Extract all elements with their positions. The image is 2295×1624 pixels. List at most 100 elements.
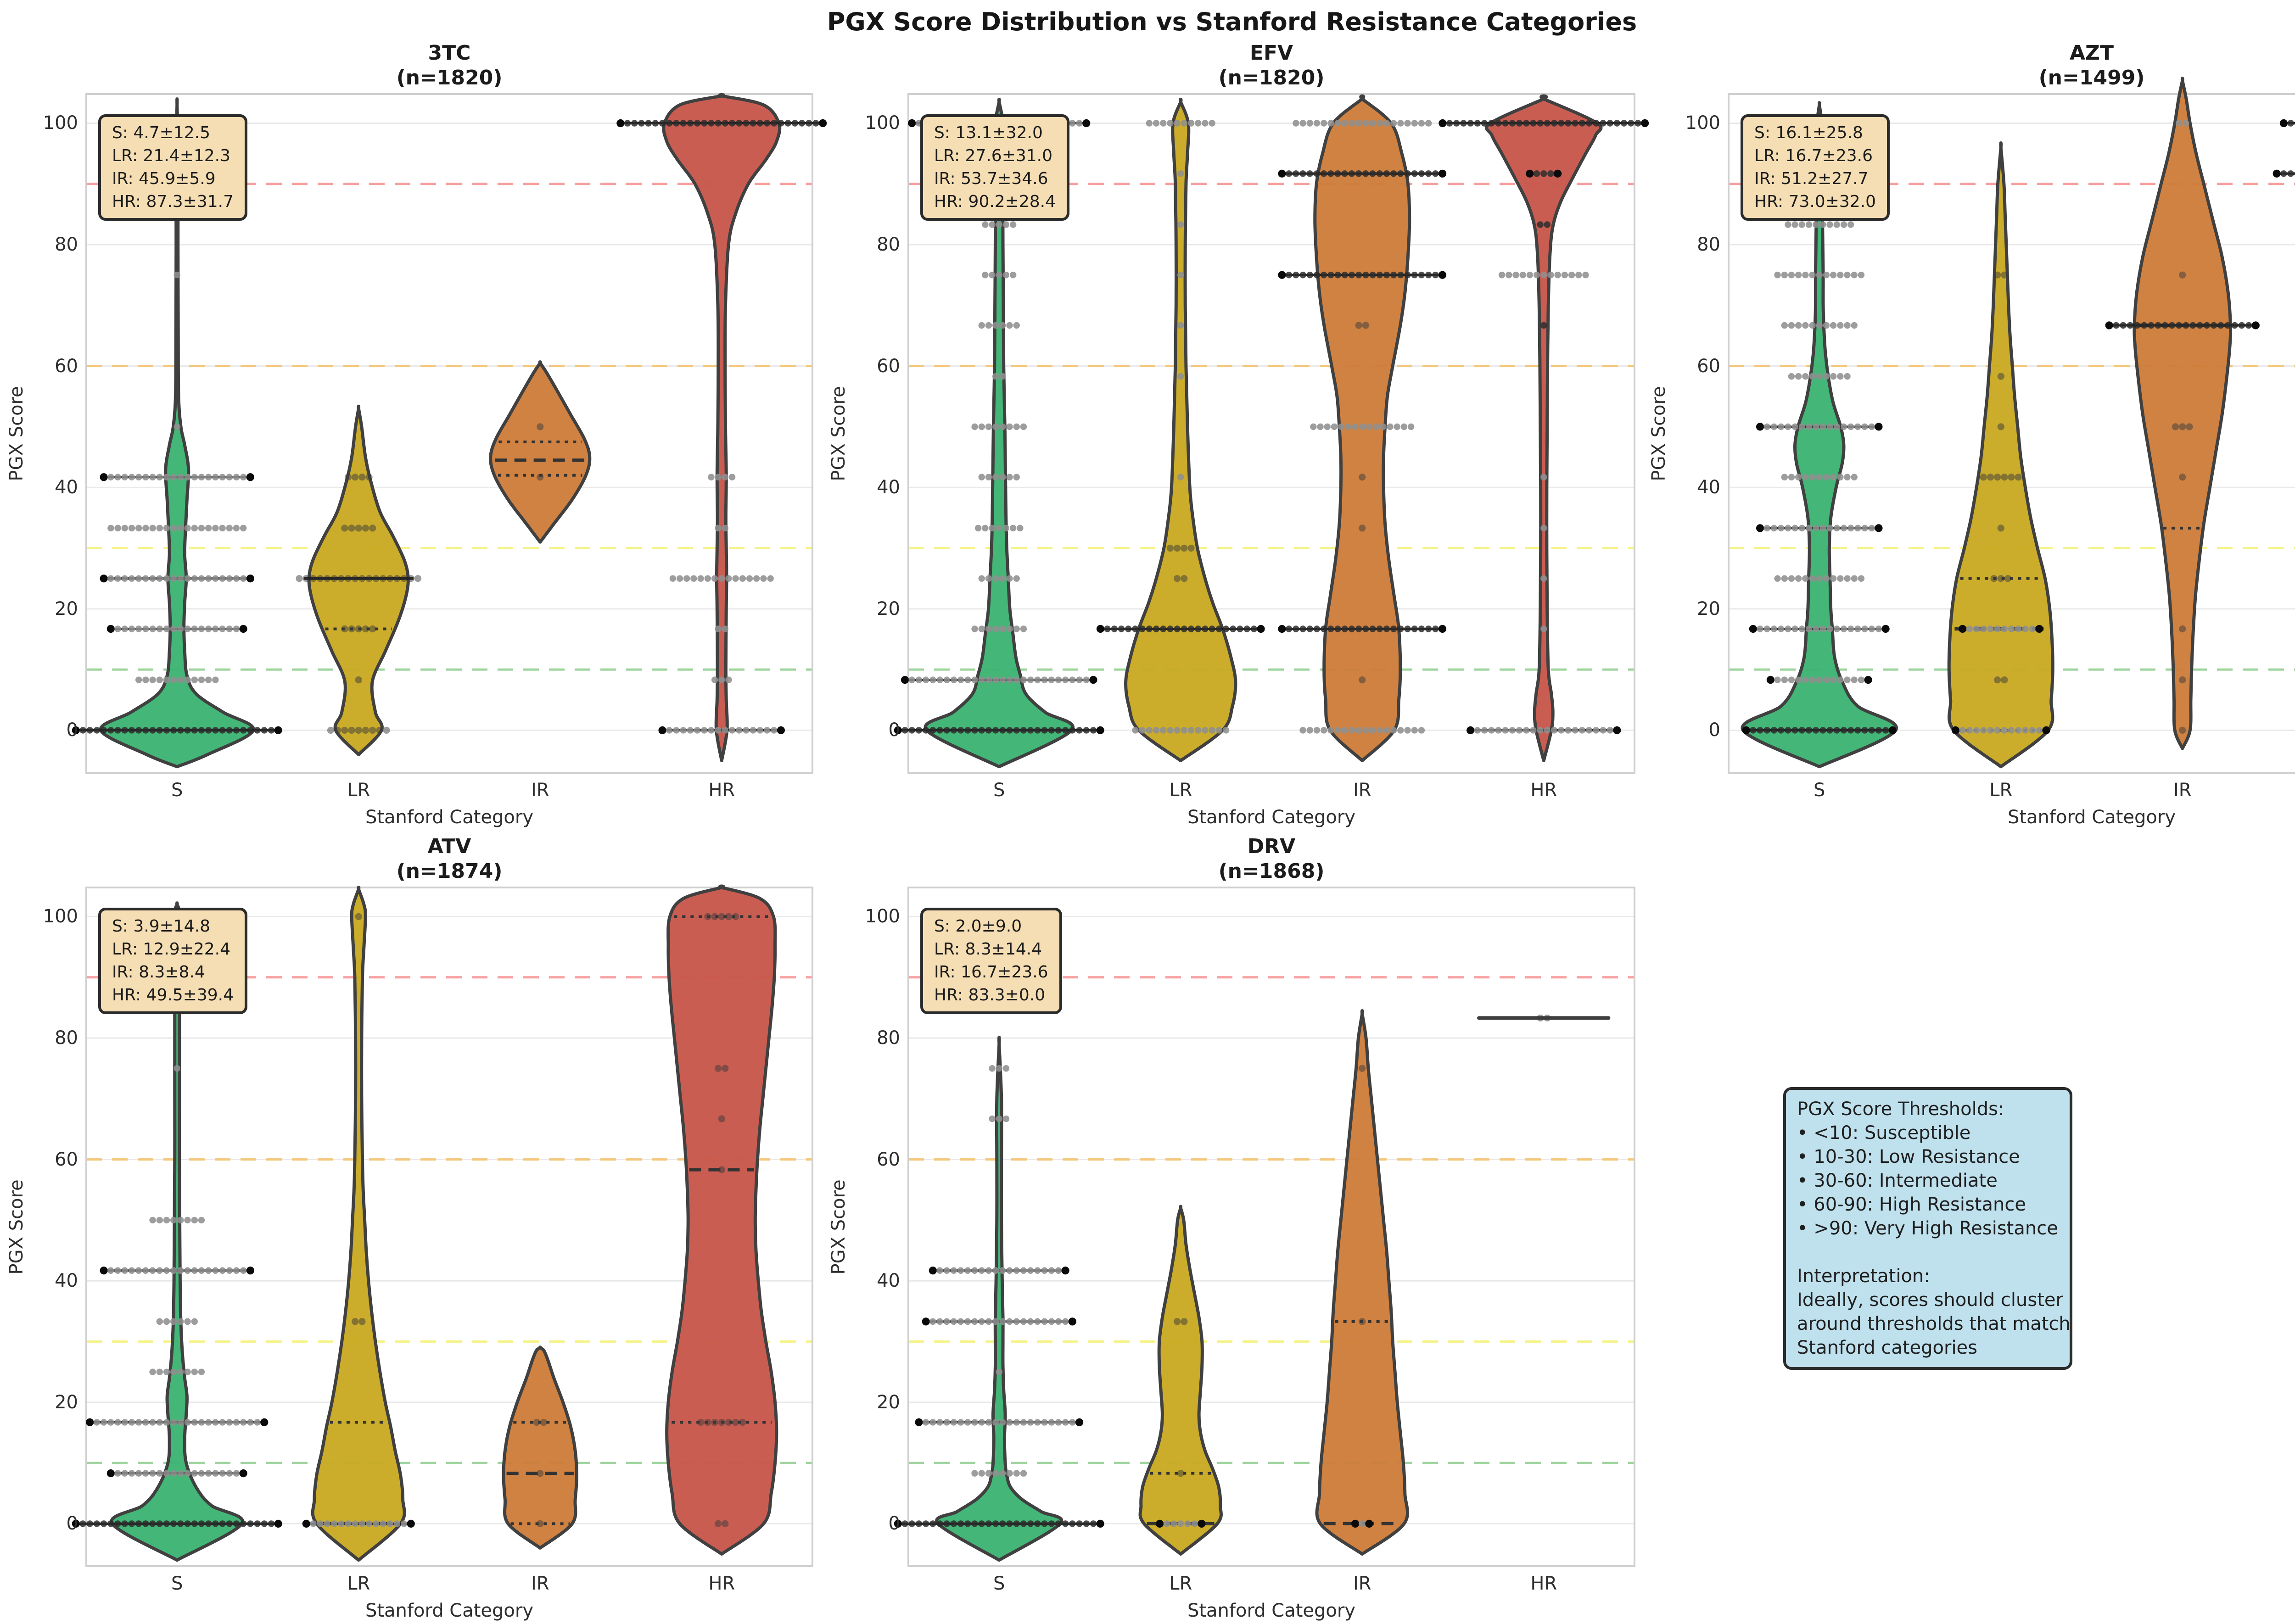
stat-line-s: S: 16.1±25.8	[1754, 123, 1863, 142]
panel-efv: EFV (n=1820) PGX Score Stanford Category…	[828, 41, 1649, 828]
y-axis-label: PGX Score	[828, 1179, 849, 1275]
legend-interpretation-text: Stanford categories	[1797, 1337, 1978, 1358]
panel-title: DRV (n=1868)	[908, 834, 1634, 884]
x-axis-label: Stanford Category	[365, 1600, 534, 1621]
y-tick-label: 100	[1685, 112, 1720, 134]
y-tick-label: 0	[66, 720, 78, 741]
x-axis-label: Stanford Category	[1187, 1600, 1356, 1621]
x-tick-label: HR	[1530, 1573, 1557, 1594]
x-axis-label: Stanford Category	[1187, 807, 1356, 828]
stats-box: S: 4.7±12.5 LR: 21.4±12.3 IR: 45.9±5.9 H…	[98, 114, 248, 221]
panel-azt: AZT (n=1499) PGX Score Stanford Category…	[1648, 41, 2295, 828]
x-tick-label: S	[993, 780, 1005, 801]
y-tick-label: 0	[66, 1513, 78, 1535]
stat-line-ir: IR: 45.9±5.9	[112, 169, 216, 188]
panel-title-n: (n=1499)	[2038, 66, 2145, 89]
panel-title-drug: DRV	[1247, 835, 1296, 858]
y-tick-label: 80	[877, 1027, 900, 1049]
legend-interpretation-text: around thresholds that match	[1797, 1313, 2071, 1334]
violin-plot-efv	[894, 93, 1649, 774]
stat-line-s: S: 13.1±32.0	[934, 123, 1043, 142]
legend-interpretation-text: Ideally, scores should cluster	[1797, 1289, 2063, 1311]
y-tick-label: 100	[43, 112, 78, 134]
y-tick-label: 20	[877, 1391, 900, 1413]
y-tick-label: 60	[877, 355, 900, 377]
y-tick-label: 0	[888, 1513, 900, 1535]
panel-title-drug: 3TC	[428, 41, 471, 65]
panel-title-n: (n=1820)	[396, 66, 503, 89]
stats-box: S: 3.9±14.8 LR: 12.9±22.4 IR: 8.3±8.4 HR…	[98, 908, 248, 1014]
x-tick-label: LR	[347, 780, 370, 801]
y-tick-label: 20	[55, 598, 78, 619]
y-tick-label: 80	[1697, 234, 1720, 256]
panel-title-n: (n=1874)	[396, 859, 503, 883]
stat-line-hr: HR: 83.3±0.0	[934, 986, 1046, 1005]
stat-line-hr: HR: 73.0±32.0	[1754, 192, 1876, 211]
panel-title-drug: ATV	[427, 835, 471, 858]
legend-interpretation-title: Interpretation:	[1797, 1266, 1930, 1287]
legend-item: • <10: Susceptible	[1797, 1122, 1971, 1144]
y-tick-label: 40	[877, 1270, 900, 1292]
stat-line-lr: LR: 12.9±22.4	[112, 940, 231, 959]
panel-drv: DRV (n=1868) PGX Score Stanford Category…	[828, 835, 1635, 1621]
legend-item: • 30-60: Intermediate	[1797, 1170, 1998, 1191]
y-tick-label: 60	[877, 1149, 900, 1170]
x-tick-label: HR	[708, 1573, 735, 1594]
stat-line-lr: LR: 16.7±23.6	[1754, 146, 1873, 165]
x-tick-label: IR	[1353, 780, 1371, 801]
x-tick-label: LR	[347, 1573, 370, 1594]
y-tick-label: 100	[865, 906, 900, 927]
legend-item: • 60-90: High Resistance	[1797, 1194, 2026, 1215]
x-tick-label: IR	[531, 1573, 549, 1594]
violin-plot-3tc	[72, 93, 827, 774]
y-tick-label: 40	[1697, 477, 1720, 498]
panel-title: EFV (n=1820)	[908, 41, 1634, 90]
stat-line-s: S: 3.9±14.8	[112, 917, 210, 936]
stat-line-s: S: 2.0±9.0	[934, 917, 1022, 936]
stat-line-lr: LR: 21.4±12.3	[112, 146, 231, 165]
y-tick-label: 60	[55, 1149, 78, 1170]
y-axis-label: PGX Score	[828, 385, 849, 481]
y-tick-label: 100	[865, 112, 900, 134]
stat-line-hr: HR: 87.3±31.7	[112, 192, 234, 211]
figure-title: PGX Score Distribution vs Stanford Resis…	[827, 7, 1637, 36]
y-tick-label: 100	[43, 906, 78, 927]
violin-plot-drv	[894, 887, 1635, 1567]
x-axis-label: Stanford Category	[365, 807, 534, 828]
y-tick-label: 20	[1697, 598, 1720, 619]
x-tick-label: S	[993, 1573, 1005, 1594]
x-tick-label: LR	[1989, 780, 2013, 801]
legend-item: • >90: Very High Resistance	[1797, 1218, 2058, 1239]
thresholds-legend-box: PGX Score Thresholds: • <10: Susceptible…	[1783, 1087, 2072, 1370]
y-tick-label: 20	[877, 598, 900, 619]
panel-atv: ATV (n=1874) PGX Score Stanford Category…	[6, 835, 813, 1621]
y-axis-label: PGX Score	[6, 1179, 27, 1275]
stat-line-ir: IR: 16.7±23.6	[934, 963, 1048, 982]
stat-line-lr: LR: 27.6±31.0	[934, 146, 1053, 165]
legend-spacer	[1797, 1240, 2059, 1264]
panel-title: ATV (n=1874)	[86, 834, 812, 884]
stat-line-hr: HR: 49.5±39.4	[112, 986, 234, 1005]
x-tick-label: S	[1814, 780, 1825, 801]
x-tick-label: S	[171, 1573, 183, 1594]
y-tick-label: 40	[55, 477, 78, 498]
x-tick-label: HR	[1530, 780, 1557, 801]
x-axis-label: Stanford Category	[2007, 807, 2176, 828]
stats-box: S: 13.1±32.0 LR: 27.6±31.0 IR: 53.7±34.6…	[920, 114, 1070, 221]
stat-line-ir: IR: 8.3±8.4	[112, 963, 205, 982]
y-axis-label: PGX Score	[1648, 385, 1669, 481]
panel-title-drug: AZT	[2070, 41, 2114, 65]
y-tick-label: 60	[55, 355, 78, 377]
x-tick-label: IR	[531, 780, 549, 801]
y-tick-label: 0	[1708, 720, 1720, 741]
y-tick-label: 80	[55, 234, 78, 256]
x-tick-label: LR	[1169, 1573, 1192, 1594]
stat-line-ir: IR: 51.2±27.7	[1754, 169, 1869, 188]
panel-title-drug: EFV	[1249, 41, 1293, 65]
x-tick-label: IR	[2173, 780, 2192, 801]
stat-line-ir: IR: 53.7±34.6	[934, 169, 1048, 188]
stat-line-lr: LR: 8.3±14.4	[934, 940, 1042, 959]
stats-box: S: 16.1±25.8 LR: 16.7±23.6 IR: 51.2±27.7…	[1741, 114, 1890, 221]
stat-line-hr: HR: 90.2±28.4	[934, 192, 1056, 211]
panel-title: AZT (n=1499)	[1729, 41, 2295, 90]
